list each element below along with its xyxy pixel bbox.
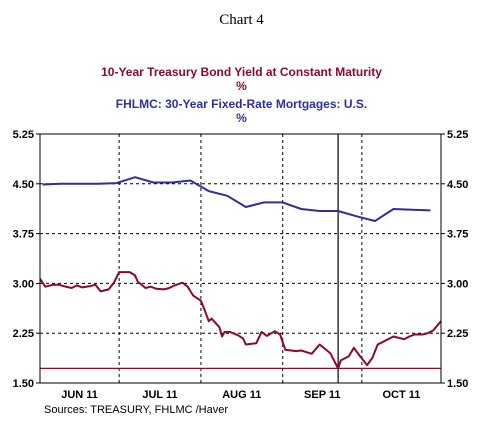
series-line-2 bbox=[42, 176, 431, 222]
y-tick-label-right: 5.25 bbox=[447, 129, 468, 141]
x-tick-label: AUG 11 bbox=[222, 389, 261, 401]
y-tick-label-left: 1.50 bbox=[13, 378, 34, 390]
y-tick-label-right: 4.50 bbox=[447, 179, 468, 191]
y-tick-label-left: 2.25 bbox=[13, 328, 34, 340]
source-note: Sources: TREASURY, FHLMC /Haver bbox=[44, 404, 228, 416]
legend-series-1-name: 10-Year Treasury Bond Yield at Constant … bbox=[101, 65, 382, 79]
y-tick-label-right: 3.00 bbox=[447, 278, 468, 290]
x-tick-label: JUL 11 bbox=[142, 389, 177, 401]
plot-frame bbox=[36, 133, 445, 384]
y-tick-label-left: 3.75 bbox=[13, 229, 34, 241]
y-tick-label-right: 2.25 bbox=[447, 328, 468, 340]
series-lines bbox=[39, 176, 442, 370]
tick-labels: 1.50 1.50 2.25 2.25 3.00 3.00 3.75 3.75 4.50 4.50… bbox=[13, 129, 469, 401]
x-tick-label: JUN 11 bbox=[61, 389, 98, 401]
y-tick-label-left: 5.25 bbox=[13, 129, 34, 141]
plot-border bbox=[39, 133, 442, 384]
legend-series-2-name: FHLMC: 30-Year Fixed-Rate Mortgages: U.S… bbox=[116, 97, 367, 111]
series-line-1 bbox=[39, 271, 442, 370]
x-tick-label: SEP 11 bbox=[304, 389, 341, 401]
y-tick-label-right: 1.50 bbox=[447, 378, 468, 390]
grid bbox=[40, 134, 441, 383]
chart-title: Chart 4 bbox=[219, 12, 264, 28]
y-tick-label-right: 3.75 bbox=[447, 229, 468, 241]
legend-series-2-unit: % bbox=[236, 111, 247, 125]
y-tick-label-left: 4.50 bbox=[13, 179, 34, 191]
y-tick-label-left: 3.00 bbox=[13, 278, 34, 290]
legend-series-1-unit: % bbox=[236, 79, 247, 93]
x-tick-label: OCT 11 bbox=[382, 389, 420, 401]
